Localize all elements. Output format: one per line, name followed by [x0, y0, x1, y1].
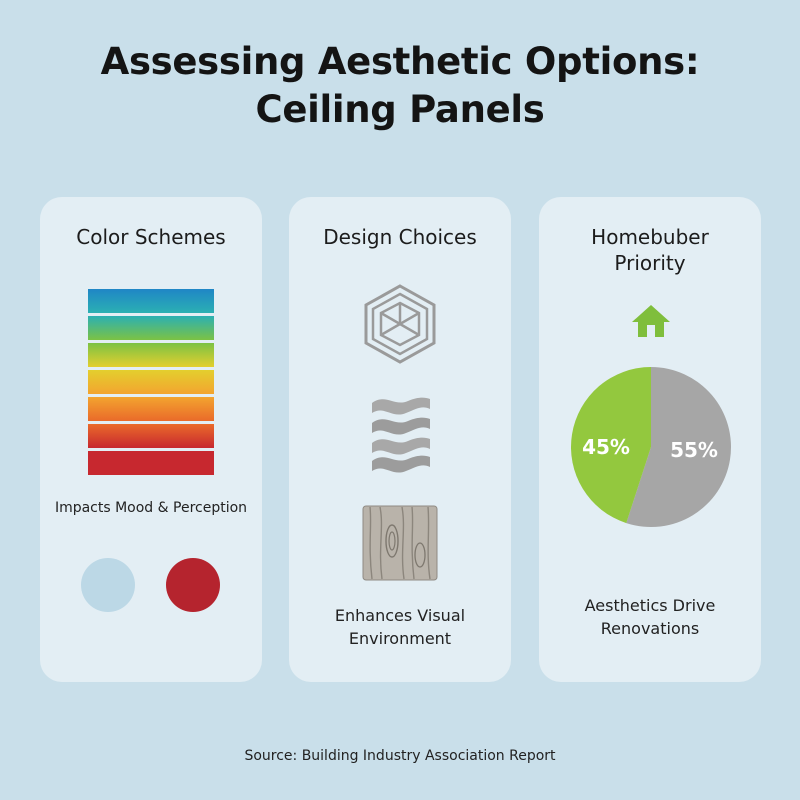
wave-pattern-icon [368, 393, 434, 479]
priority-pie-chart: 45% 55% [571, 367, 731, 527]
pie-label-45: 45% [582, 435, 630, 459]
source-footer: Source: Building Industry Association Re… [244, 748, 556, 764]
color-schemes-caption: Impacts Mood & Perception [54, 500, 248, 516]
pie-slice-45 [571, 367, 651, 524]
color-stripe-4 [88, 370, 214, 394]
homebuyer-priority-caption-line2: Renovations [600, 619, 700, 638]
homebuyer-priority-title: Homebuber Priority [539, 224, 761, 276]
homebuyer-priority-card: Homebuber Priority 45% 55% Aesthetics Dri… [539, 197, 761, 682]
color-schemes-card: Color Schemes Impacts Mood & Perception [40, 197, 262, 682]
light-blue-swatch [81, 558, 135, 612]
color-gradient-stripes [88, 289, 214, 475]
hexagon-cube-icon [362, 283, 438, 369]
color-stripe-1 [88, 289, 214, 313]
page-title: Assessing Aesthetic Options: Ceiling Pan… [0, 38, 800, 134]
design-choices-caption-line2: Environment [348, 629, 452, 648]
page-title-line1: Assessing Aesthetic Options: [100, 40, 700, 83]
color-stripe-6 [88, 424, 214, 448]
pie-label-55: 55% [670, 438, 718, 462]
house-icon [630, 303, 672, 343]
color-stripe-5 [88, 397, 214, 421]
wood-grain-icon [362, 505, 438, 585]
homebuyer-priority-title-line1: Homebuber [591, 225, 709, 249]
color-schemes-title: Color Schemes [76, 225, 226, 249]
homebuyer-priority-title-line2: Priority [614, 251, 686, 275]
pie-slice-55 [626, 367, 731, 527]
design-choices-caption: Enhances Visual Environment [289, 604, 511, 650]
red-swatch [166, 558, 220, 612]
design-choices-caption-line1: Enhances Visual [334, 606, 466, 625]
color-stripe-7 [88, 451, 214, 475]
color-stripe-2 [88, 316, 214, 340]
design-choices-card: Design Choices [289, 197, 511, 682]
color-stripe-3 [88, 343, 214, 367]
design-choices-title: Design Choices [323, 225, 477, 249]
homebuyer-priority-caption: Aesthetics Drive Renovations [539, 594, 761, 640]
page-title-line2: Ceiling Panels [255, 88, 545, 131]
homebuyer-priority-caption-line1: Aesthetics Drive [584, 596, 716, 615]
